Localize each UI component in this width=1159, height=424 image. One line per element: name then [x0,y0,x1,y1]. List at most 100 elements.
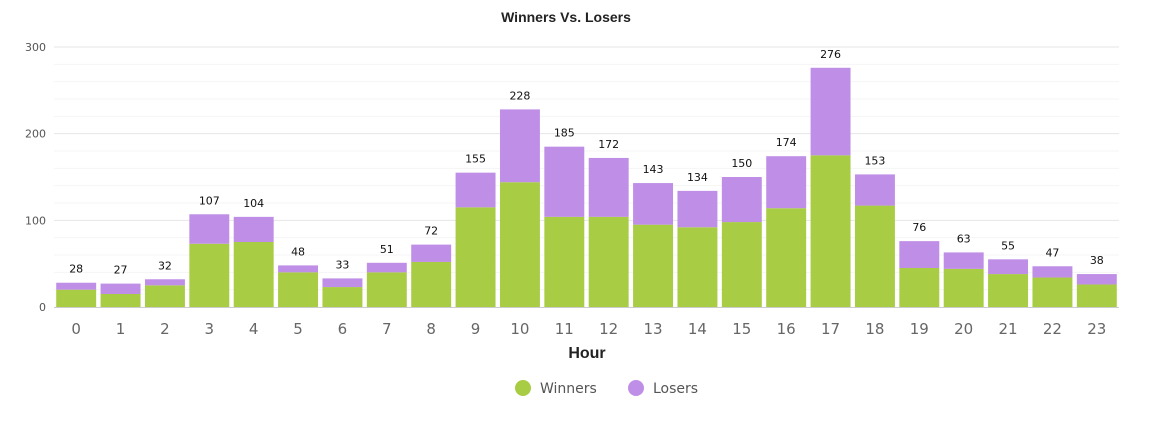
legend-marker [515,380,531,396]
x-tick-label: 12 [599,320,618,338]
bar-winners-hour-18 [854,205,895,307]
data-label-hour-15: 150 [731,157,752,170]
bar-losers-hour-4 [233,216,274,242]
bar-winners-hour-16 [766,208,807,307]
data-label-hour-9: 155 [465,153,486,166]
y-tick-label: 100 [25,214,46,227]
data-label-hour-22: 47 [1045,246,1059,259]
data-label-hour-0: 28 [69,263,83,276]
bar-winners-hour-3 [189,243,230,307]
bar-losers-hour-16 [766,156,807,209]
x-tick-label: 17 [821,320,840,338]
y-tick-label: 300 [25,41,46,54]
bar-winners-hour-5 [278,272,319,307]
bars [56,67,1117,307]
x-tick-label: 16 [777,320,796,338]
data-label-hour-6: 33 [335,258,349,271]
x-tick-label: 10 [510,320,529,338]
x-tick-label: 7 [382,320,392,338]
bar-winners-hour-6 [322,287,363,307]
x-tick-label: 23 [1087,320,1106,338]
bar-winners-hour-19 [899,268,940,307]
x-tick-label: 3 [205,320,215,338]
bar-winners-hour-23 [1076,284,1117,307]
data-label-hour-2: 32 [158,259,172,272]
bar-losers-hour-20 [943,252,984,269]
legend-label: Losers [653,381,698,397]
bar-winners-hour-12 [588,216,629,307]
y-tick-label: 200 [25,128,46,141]
x-tick-label: 21 [999,320,1018,338]
bar-losers-hour-5 [278,265,319,273]
x-tick-label: 5 [293,320,303,338]
data-label-hour-16: 174 [776,136,797,149]
bar-losers-hour-7 [366,262,407,273]
bar-losers-hour-15 [721,177,762,223]
bar-losers-hour-19 [899,241,940,268]
bar-winners-hour-10 [499,182,540,307]
bar-winners-hour-7 [366,272,407,307]
data-label-hour-1: 27 [114,264,128,277]
data-label-hour-19: 76 [912,221,926,234]
legend: Winners Losers [515,380,698,397]
data-label-hour-17: 276 [820,48,841,61]
bar-winners-hour-4 [233,242,274,307]
data-label-hour-20: 63 [957,232,971,245]
legend-item-winners[interactable]: Winners [515,380,597,397]
x-tick-label: 19 [910,320,929,338]
bar-winners-hour-13 [633,224,674,307]
data-label-hour-14: 134 [687,171,708,184]
data-label-hour-5: 48 [291,245,305,258]
x-tick-label: 15 [732,320,751,338]
data-label-hour-18: 153 [864,154,885,167]
x-axis: 0 1 2 3 4 5 6 7 8 9 10 11 12 13 14 15 16 17 18 19 20 21 22 23 [54,307,1119,338]
bar-losers-hour-3 [189,214,230,244]
y-tick-label: 0 [39,301,46,314]
x-tick-label: 9 [471,320,481,338]
bar-losers-hour-10 [499,109,540,183]
bar-losers-hour-6 [322,278,363,288]
data-label-hour-8: 72 [424,225,438,238]
x-tick-label: 4 [249,320,259,338]
bar-winners-hour-20 [943,268,984,307]
x-tick-label: 1 [116,320,126,338]
legend-item-losers[interactable]: Losers [628,380,698,397]
chart-title: Winners Vs. Losers [501,9,631,25]
bar-losers-hour-0 [56,282,97,290]
data-labels: 28 27 32 107 104 48 33 51 72 155 228 185 172 143 134 15… [69,48,1104,277]
bar-winners-hour-15 [721,222,762,307]
bar-winners-hour-0 [56,289,97,307]
x-tick-label: 18 [865,320,884,338]
data-label-hour-13: 143 [643,163,664,176]
x-tick-label: 11 [555,320,574,338]
bar-winners-hour-8 [411,261,452,307]
bar-losers-hour-17 [810,67,851,156]
bar-losers-hour-14 [677,190,718,228]
data-label-hour-7: 51 [380,243,394,256]
bar-winners-hour-22 [1032,277,1073,307]
bar-winners-hour-9 [455,207,496,307]
bar-losers-hour-2 [144,279,185,286]
data-label-hour-11: 185 [554,127,575,140]
x-tick-label: 8 [426,320,436,338]
x-tick-label: 0 [71,320,81,338]
bar-losers-hour-21 [988,259,1029,275]
x-axis-label: Hour [568,345,605,362]
bar-losers-hour-18 [854,174,895,206]
bar-losers-hour-23 [1076,274,1117,285]
data-label-hour-21: 55 [1001,239,1015,252]
bar-losers-hour-13 [633,183,674,225]
bar-losers-hour-1 [100,283,141,294]
x-tick-label: 2 [160,320,170,338]
bar-winners-hour-21 [988,274,1029,307]
data-label-hour-10: 228 [509,89,530,102]
data-label-hour-3: 107 [199,194,220,207]
x-tick-label: 22 [1043,320,1062,338]
bar-losers-hour-12 [588,157,629,217]
bar-winners-hour-2 [144,285,185,307]
legend-label: Winners [540,381,597,397]
bar-winners-hour-11 [544,216,585,307]
x-tick-label: 20 [954,320,973,338]
x-tick-label: 13 [644,320,663,338]
